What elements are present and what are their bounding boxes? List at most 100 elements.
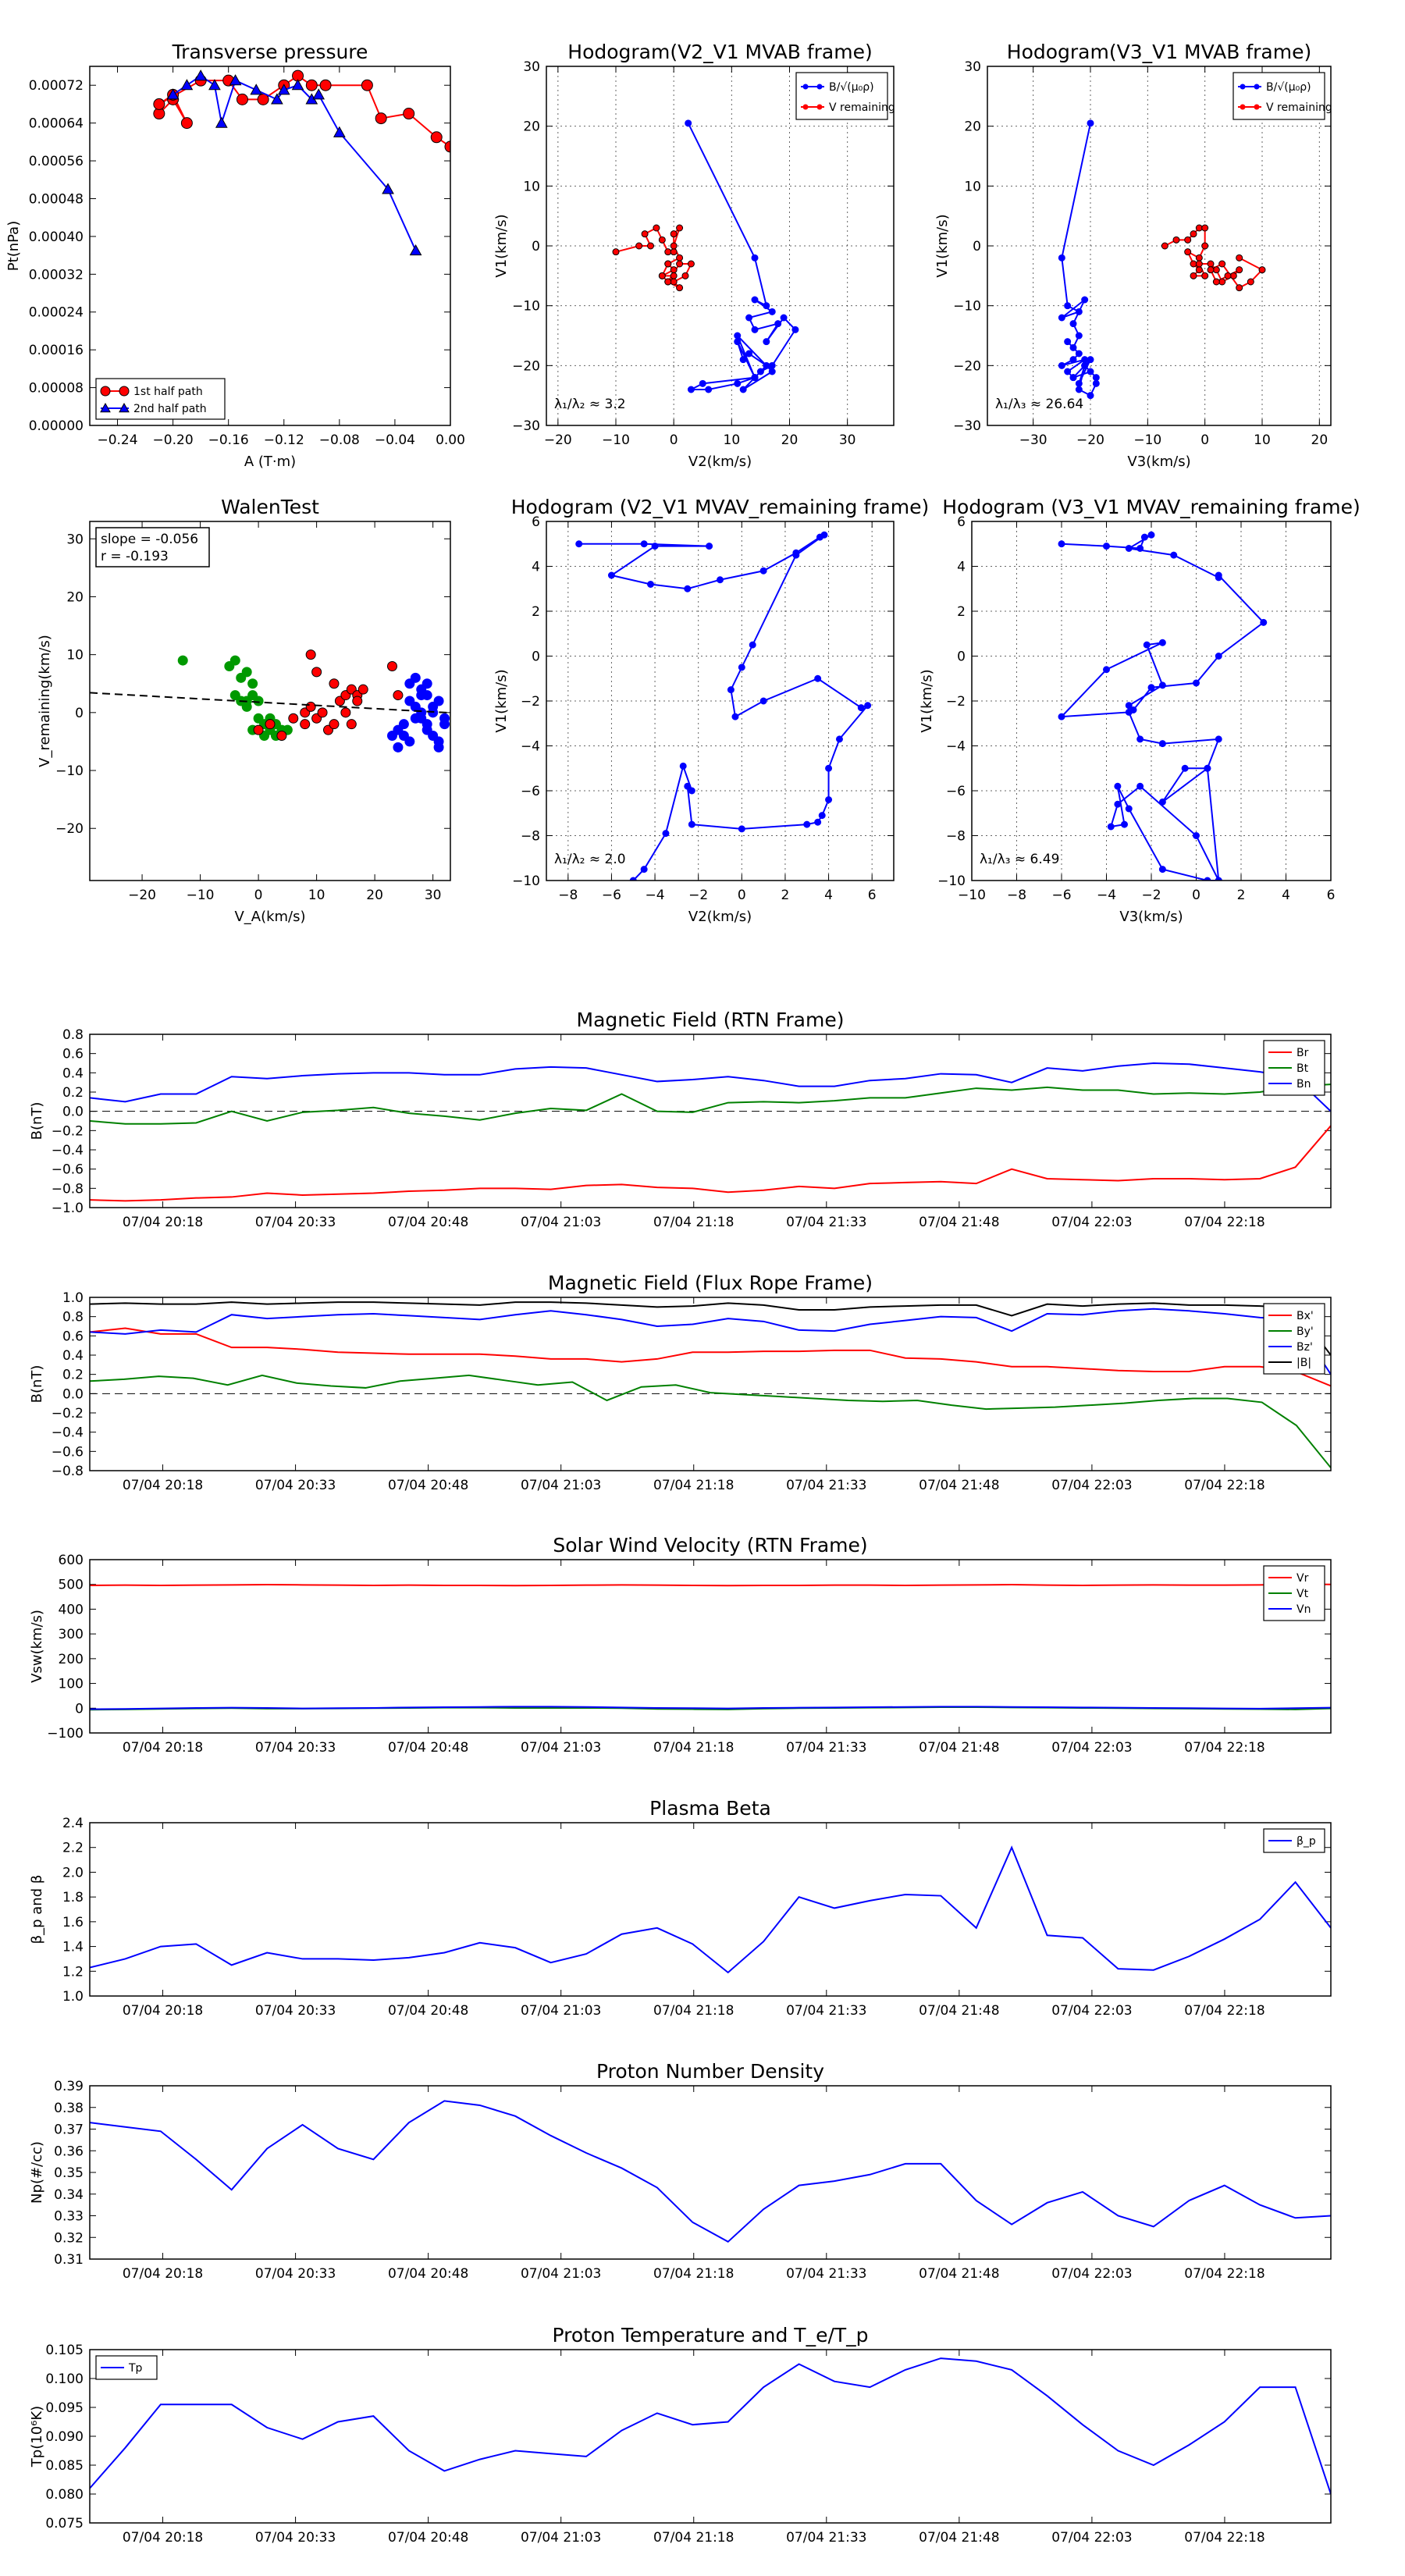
series-line <box>90 1845 1331 1974</box>
data-point <box>670 230 678 238</box>
y-tick-label: 0.100 <box>45 2371 84 2387</box>
data-point <box>119 402 130 413</box>
legend-item: Bt <box>1268 1062 1309 1075</box>
data-point <box>1114 782 1122 790</box>
x-tick-label: 07/04 21:18 <box>653 1478 734 1493</box>
data-point <box>1195 266 1203 274</box>
plot-area <box>90 2357 1331 2495</box>
series-line <box>90 1301 1331 1356</box>
tp-chart: 07/04 20:18 07/04 20:33 07/04 20:48 07/04 2… <box>29 2324 1332 2546</box>
data-point <box>208 79 221 91</box>
x-tick-label: −10 <box>1133 432 1161 448</box>
data-point <box>305 701 316 712</box>
data-point <box>247 678 258 689</box>
data-point <box>688 787 695 795</box>
data-point <box>749 641 756 649</box>
legend-item: Vt <box>1268 1588 1309 1600</box>
x-tick-label: 07/04 22:18 <box>1184 1215 1264 1230</box>
legend-marker <box>802 104 809 110</box>
y-tick-label: 0.00008 <box>29 381 84 397</box>
data-point <box>382 183 394 194</box>
x-tick-label: 07/04 20:48 <box>388 2266 468 2282</box>
x-tick-label: −6 <box>602 888 621 903</box>
x-tick-label: −8 <box>558 888 578 903</box>
y-tick-label: 30 <box>523 59 540 75</box>
y-tick-label: 0.6 <box>62 1047 84 1062</box>
y-tick-label: 0.38 <box>54 2101 84 2116</box>
y-tick-label: 0.00032 <box>29 267 84 283</box>
y-tick-label: −0.4 <box>52 1425 84 1441</box>
legend-item: Bx' <box>1268 1310 1314 1322</box>
series-line <box>90 2357 1331 2495</box>
legend: Bx' By' Bz' |B| <box>1263 1303 1325 1375</box>
x-axis-label: V3(km/s) <box>1119 909 1183 925</box>
x-tick-label: −20 <box>544 432 572 448</box>
legend-frame <box>795 72 888 120</box>
y-tick-label: 30 <box>66 532 84 547</box>
data-point <box>305 79 318 91</box>
x-tick-label: 07/04 20:48 <box>388 1740 468 1756</box>
y-tick-label: −0.6 <box>52 1162 84 1178</box>
data-point <box>1136 545 1144 552</box>
data-point <box>727 686 735 694</box>
data-point <box>340 707 351 718</box>
data-point <box>1218 260 1226 268</box>
legend-frame <box>95 378 226 420</box>
plot-area <box>153 69 450 256</box>
series-line <box>90 2100 1331 2243</box>
x-tick-label: 20 <box>781 432 799 448</box>
x-tick-label: 07/04 22:18 <box>1184 1740 1264 1756</box>
x-tick-label: −0.20 <box>153 432 194 448</box>
x-tick-label: 07/04 20:33 <box>255 2530 336 2546</box>
data-point <box>180 117 193 130</box>
legend-marker <box>816 84 823 90</box>
x-axis-label: V_A(km/s) <box>234 909 305 925</box>
data-point <box>647 581 654 588</box>
y-tick-label: 0.34 <box>54 2187 84 2203</box>
y-tick-label: −0.8 <box>52 1181 84 1197</box>
plot-frame <box>89 2349 1332 2524</box>
legend-frame <box>1263 1303 1325 1375</box>
y-tick-label: −0.8 <box>52 1464 84 1479</box>
data-point <box>818 812 826 820</box>
x-tick-label: −4 <box>1097 888 1116 903</box>
y-tick-label: −10 <box>512 873 540 889</box>
x-tick-label: 2 <box>1237 888 1246 903</box>
data-point <box>745 350 753 358</box>
plot-area <box>1058 531 1268 881</box>
series-line <box>90 1308 1331 1375</box>
data-point <box>1195 260 1203 268</box>
series-line <box>173 74 417 251</box>
stats-frame <box>95 527 210 568</box>
data-point <box>1212 278 1220 286</box>
data-point <box>734 338 742 346</box>
data-point <box>670 242 678 250</box>
legend-label: |B| <box>1297 1357 1311 1369</box>
data-point <box>751 374 759 382</box>
legend-item: Br <box>1268 1047 1309 1059</box>
data-point <box>1260 618 1268 626</box>
y-tick-label: −30 <box>953 418 981 434</box>
series-line <box>1164 227 1264 289</box>
x-tick-label: 07/04 20:48 <box>388 1215 468 1230</box>
y-tick-label: −20 <box>953 358 981 374</box>
series-line <box>90 1327 1331 1387</box>
x-tick-label: −10 <box>602 432 630 448</box>
y-tick-label: −4 <box>946 739 966 755</box>
np-chart: 07/04 20:18 07/04 20:33 07/04 20:48 07/04 2… <box>29 2060 1332 2282</box>
data-point <box>1058 254 1065 262</box>
data-point <box>679 762 687 770</box>
x-tick-label: 07/04 21:33 <box>786 1215 866 1230</box>
series-line <box>578 534 870 881</box>
legend-label: Vn <box>1297 1603 1311 1616</box>
legend-label: 2nd half path <box>133 403 207 415</box>
data-point <box>688 820 695 828</box>
data-point <box>265 719 276 730</box>
y-tick-label: −10 <box>55 763 84 779</box>
y-tick-label: 0.4 <box>62 1066 84 1081</box>
series-line <box>1059 534 1265 881</box>
chart-title: Hodogram (V3_V1 MVAV_remaining frame) <box>942 496 1361 518</box>
data-point <box>658 272 666 279</box>
y-tick-label: 2 <box>957 604 966 620</box>
legend-item: |B| <box>1268 1357 1311 1369</box>
